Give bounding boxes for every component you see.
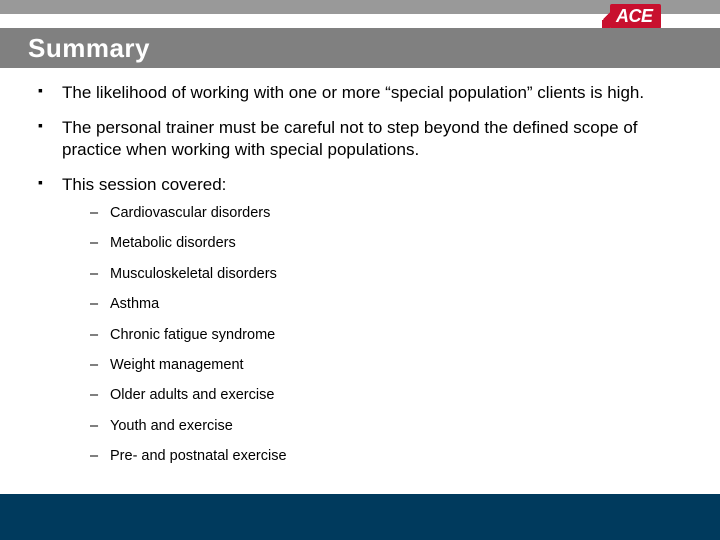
sub-bullet-item: Youth and exercise [62, 418, 686, 435]
sub-bullet-item: Musculoskeletal disorders [62, 266, 686, 283]
sub-bullet-item: Chronic fatigue syndrome [62, 327, 686, 344]
header-bar: Summary [0, 28, 720, 68]
footer-bar [0, 494, 720, 540]
bullet-item: The likelihood of working with one or mo… [34, 82, 686, 103]
slide: ACE AMERICAN COUNCIL ON EXERCISE Summary… [0, 0, 720, 540]
bullet-item: The personal trainer must be careful not… [34, 117, 686, 160]
logo-badge: ACE [610, 4, 661, 29]
bullet-text: The personal trainer must be careful not… [62, 118, 638, 158]
sub-bullet-item: Metabolic disorders [62, 235, 686, 252]
sub-bullet-item: Cardiovascular disorders [62, 205, 686, 222]
sub-bullet-item: Weight management [62, 357, 686, 374]
bullet-list: The likelihood of working with one or mo… [34, 82, 686, 466]
bullet-text: The likelihood of working with one or mo… [62, 83, 644, 102]
page-title: Summary [28, 33, 150, 64]
sub-bullet-item: Older adults and exercise [62, 387, 686, 404]
content-area: The likelihood of working with one or mo… [34, 82, 686, 480]
sub-bullet-item: Asthma [62, 296, 686, 313]
sub-bullet-item: Pre- and postnatal exercise [62, 448, 686, 465]
logo-main: ACE [610, 4, 702, 29]
sub-bullet-list: Cardiovascular disorders Metabolic disor… [62, 205, 686, 466]
bullet-text: This session covered: [62, 175, 226, 194]
bullet-item: This session covered: Cardiovascular dis… [34, 174, 686, 466]
